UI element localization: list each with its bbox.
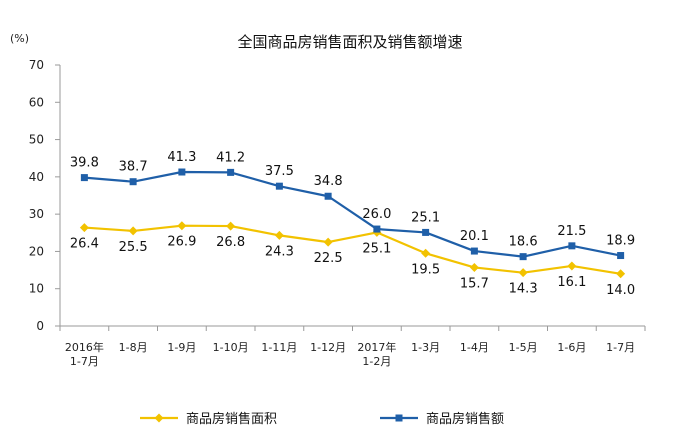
data-label: 19.5	[411, 262, 440, 277]
y-axis-unit: (%)	[10, 32, 29, 45]
data-point	[274, 230, 284, 240]
x-tick-label: 2017年	[357, 340, 396, 354]
legend-label: 商品房销售额	[426, 411, 504, 427]
x-tick-label: 1-7月	[70, 355, 99, 368]
data-label: 18.6	[509, 235, 538, 250]
data-label: 25.1	[411, 210, 440, 225]
y-tick-label: 30	[29, 207, 44, 221]
legend-label: 商品房销售面积	[186, 411, 277, 427]
y-tick-label: 0	[36, 319, 44, 333]
series-line-1	[84, 170, 621, 258]
data-label: 38.7	[119, 160, 148, 175]
data-point	[422, 228, 430, 236]
y-tick-label: 50	[29, 133, 44, 147]
series-layer: 26.4 25.5 26.9 26.8 24.3 22.5 25.1 19.5 15.7 14.3…	[70, 150, 635, 298]
x-tick-label: 1-11月	[261, 341, 297, 354]
data-label: 26.8	[216, 235, 245, 250]
data-point	[177, 221, 187, 231]
data-label: 20.1	[460, 229, 489, 244]
data-point	[617, 252, 625, 260]
data-point	[79, 223, 89, 233]
x-tick-label: 2016年	[65, 340, 104, 354]
data-label: 15.7	[460, 276, 489, 291]
x-tick-label: 1-5月	[509, 341, 538, 354]
series-line-0	[84, 224, 621, 275]
x-tick-label: 1-10月	[213, 341, 249, 354]
data-label: 41.2	[216, 150, 245, 165]
data-label: 21.5	[557, 224, 586, 239]
y-axis-ticks: 0 10 20 30 40 50 60 70	[29, 58, 60, 333]
data-point	[129, 178, 137, 186]
data-point	[470, 247, 478, 255]
chart-title: 全国商品房销售面积及销售额增速	[237, 33, 462, 51]
x-tick-label: 1-7月	[606, 341, 635, 354]
data-point	[227, 168, 235, 176]
y-tick-label: 40	[29, 170, 44, 184]
x-tick-label: 1-2月	[362, 355, 391, 368]
data-point	[226, 221, 236, 231]
data-point	[616, 269, 626, 279]
data-label: 25.1	[362, 241, 391, 256]
x-tick-label: 1-3月	[411, 341, 440, 354]
y-tick-label: 70	[29, 58, 44, 72]
data-label: 14.0	[606, 283, 635, 298]
legend: 商品房销售面积 商品房销售额	[140, 411, 504, 427]
x-tick-label: 1-12月	[310, 341, 346, 354]
y-tick-label: 10	[29, 282, 44, 296]
legend-marker	[154, 413, 164, 423]
data-point	[469, 262, 479, 272]
data-point	[178, 168, 186, 176]
data-point	[568, 242, 576, 250]
legend-marker	[395, 414, 403, 422]
data-point	[518, 268, 528, 278]
data-point	[373, 225, 381, 233]
x-tick-label: 1-8月	[119, 341, 148, 354]
data-point	[323, 237, 333, 247]
data-point	[275, 182, 283, 190]
data-label: 14.3	[509, 282, 538, 297]
data-label: 41.3	[167, 150, 196, 165]
data-label: 16.1	[557, 275, 586, 290]
y-tick-label: 20	[29, 244, 44, 258]
data-label: 26.9	[167, 235, 196, 250]
data-point	[324, 192, 332, 200]
data-label: 26.4	[70, 237, 99, 252]
data-point	[80, 174, 88, 182]
x-tick-label: 1-4月	[460, 341, 489, 354]
data-point	[567, 261, 577, 271]
data-label: 37.5	[265, 164, 294, 179]
data-label: 26.0	[362, 207, 391, 222]
x-tick-label: 1-6月	[557, 341, 586, 354]
data-point	[421, 248, 431, 258]
x-tick-label: 1-9月	[167, 341, 196, 354]
y-tick-label: 60	[29, 95, 44, 109]
data-point	[128, 226, 138, 236]
data-label: 34.8	[314, 174, 343, 189]
data-label: 18.9	[606, 234, 635, 249]
data-label: 39.8	[70, 156, 99, 171]
data-label: 22.5	[314, 251, 343, 266]
data-label: 25.5	[119, 240, 148, 255]
data-point	[519, 253, 527, 261]
data-label: 24.3	[265, 244, 294, 259]
